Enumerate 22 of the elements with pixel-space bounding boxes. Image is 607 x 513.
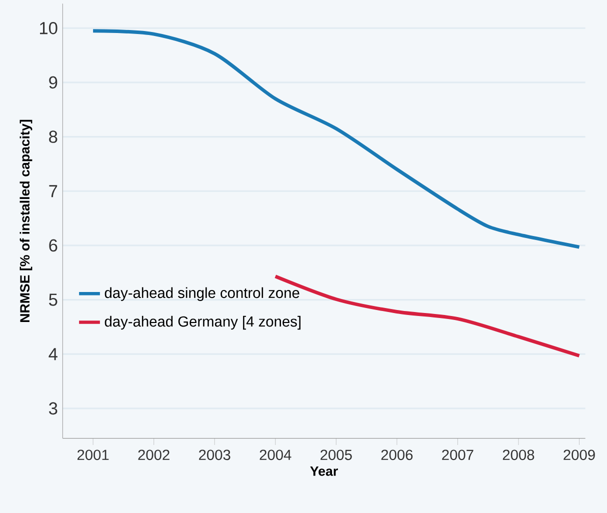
y-tick-label: 6 [49, 239, 58, 252]
y-tick-label: 3 [48, 402, 58, 415]
y-tick-label: 4 [48, 348, 58, 360]
x-tick-label: 2002 [138, 450, 170, 460]
y-tick-label: 5 [49, 294, 58, 306]
y-axis-title: NRMSE [% of installed capacity] [20, 120, 32, 322]
x-tick-label: 2005 [320, 450, 352, 460]
x-axis-title: Year [310, 466, 338, 476]
y-tick-label: 7 [49, 185, 58, 198]
x-tick-label: 2001 [77, 450, 109, 460]
line-series [91, 29, 581, 249]
legend-label: day-ahead single control zone [104, 287, 300, 301]
x-tick-label: 2007 [442, 450, 474, 460]
x-tick-label: 2009 [564, 450, 595, 460]
y-tick-label: 9 [49, 76, 58, 89]
x-tick-label: 2004 [260, 450, 292, 460]
x-tick-label: 2003 [199, 450, 230, 460]
x-tick-label: 2006 [381, 450, 413, 460]
x-tick-label: 2008 [502, 450, 534, 460]
legend-label: day-ahead Germany [4 zones] [104, 316, 300, 330]
y-tick-label: 10 [40, 22, 58, 34]
y-tick-label: 8 [49, 130, 58, 143]
